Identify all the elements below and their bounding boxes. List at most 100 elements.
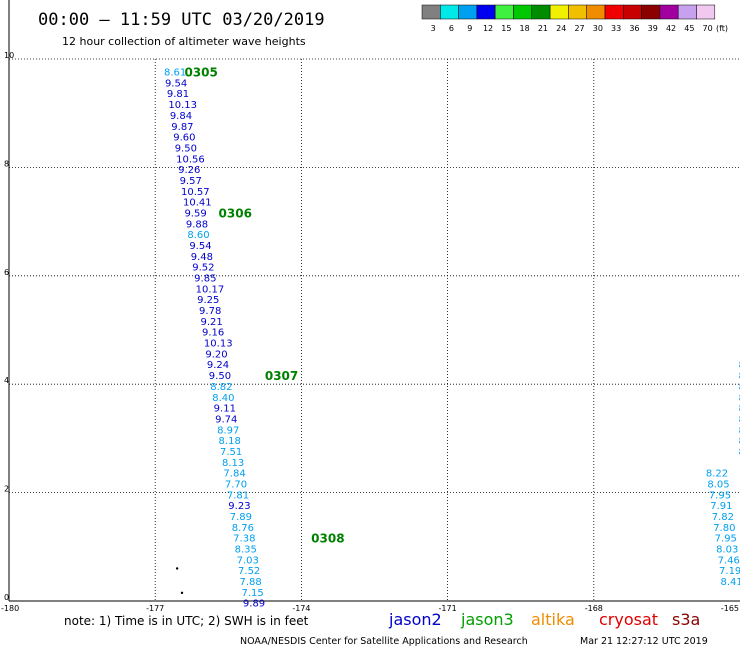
data-label: 7.80 [713,523,735,534]
data-label: 9.23 [228,501,250,512]
legend-swatch [641,4,661,20]
data-label: 7.91 [710,501,732,512]
data-label: 8 [739,382,740,393]
data-label: 9.84 [170,111,192,122]
data-label: 10.13 [204,339,233,350]
data-label: 7.03 [237,555,259,566]
legend-swatch [623,4,642,20]
data-label: 7.89 [230,512,252,523]
legend-label: 21 [538,24,548,33]
data-label: 8.76 [232,523,254,534]
data-label: 8.8 [739,436,740,447]
data-label: 9.60 [173,133,195,144]
data-label: 8.22 [706,469,728,480]
data-label: 10.13 [168,100,197,111]
data-label: 8 [739,393,740,404]
legend-swatch [513,4,533,20]
data-label: 10.57 [181,187,210,198]
data-dot [180,591,184,595]
x-tick-label: -171 [439,604,457,613]
x-tick-label: -180 [1,604,19,613]
x-tick-label: -174 [292,604,310,613]
legend-label: 18 [520,24,530,33]
legend-label: 70 [703,24,713,33]
legend-unit: (ft) [716,24,728,33]
legend-label: 24 [556,24,566,33]
y-tick-label: 0 [4,593,9,602]
data-label: 7.52 [238,566,260,577]
legend-label: 6 [449,24,454,33]
data-label: 8 [739,360,740,371]
y-tick-label: 10 [4,51,14,60]
data-label: 9.20 [205,349,227,360]
legend-swatch [440,4,459,20]
legend-label: 33 [611,24,621,33]
data-label: 9.54 [165,78,187,89]
pass-labels: 0305 0306 0307 0308 [184,66,344,546]
data-dot [175,567,179,570]
data-label: 7.88 [240,577,262,588]
data-label: 7.15 [241,588,263,599]
satellite-cryosat: cryosat [599,610,658,629]
data-label: 10.17 [196,284,225,295]
legend-swatch [494,4,514,20]
legend-label: 3 [431,24,436,33]
data-label: 9.59 [184,208,206,219]
data-label: 8 [739,371,740,382]
data-label: 7.82 [712,512,734,523]
footer-timestamp: Mar 21 12:27:12 UTC 2019 [580,636,708,647]
data-label: 9.24 [207,360,229,371]
pass-label: 0307 [265,369,298,383]
satellite-altika: altika [531,610,575,629]
data-label: 9.16 [202,328,224,339]
legend-swatch [531,4,551,20]
data-label: 9.54 [189,241,211,252]
data-label: 9.11 [214,404,236,415]
legend-swatch [421,4,441,20]
data-label: 9.78 [199,306,221,317]
data-label: 8.82 [210,382,232,393]
tick-labels: -180 -177 -174 -171 -168 -165 0 2 4 6 8 10 [1,51,739,613]
data-label: 8.0 [739,425,740,436]
data-label: 8.3 [739,447,740,458]
data-labels: 8.619.549.8110.139.849.879.609.5010.569.… [164,68,740,610]
data-label: 8.35 [235,545,257,556]
pass-label: 0305 [184,66,217,80]
data-label: 9.89 [243,599,265,610]
data-label: 9.50 [175,143,197,154]
satellite-jason2: jason2 [388,610,442,629]
legend-swatch [696,4,716,20]
data-label: 10.56 [176,154,205,165]
x-tick-label: -165 [721,604,739,613]
data-label: 7.84 [223,469,245,480]
data-label: 8.60 [187,230,209,241]
y-tick-label: 6 [4,268,9,277]
chart-title: 00:00 – 11:59 UTC 03/20/2019 [38,10,325,30]
satellite-jason3: jason3 [460,610,514,629]
data-label: 7.38 [233,534,255,545]
data-label: 9.85 [194,274,216,285]
grid-lines [9,58,740,601]
data-label: 8.03 [716,545,738,556]
data-label: 8.41 [721,577,740,588]
data-label: 7.70 [225,479,247,490]
legend-label: 45 [684,24,694,33]
y-tick-label: 4 [4,376,9,385]
satellite-s3a: s3a [672,610,700,629]
satellite-legend: jason2 jason3 altika cryosat s3a [388,610,700,629]
legend-label: 36 [629,24,639,33]
data-label: 9.74 [215,414,237,425]
data-label: 9.52 [192,263,214,274]
legend-swatch [458,4,478,20]
data-label: 8.97 [217,425,239,436]
legend-label: 42 [666,24,676,33]
footer-note: note: 1) Time is in UTC; 2) SWH is in fe… [64,614,309,628]
data-label: 8.13 [222,458,244,469]
data-label: 8.61 [164,68,186,79]
data-label: 9.26 [178,165,200,176]
legend-swatch [586,4,606,20]
data-label: 7.51 [220,447,242,458]
data-label: 8 [739,404,740,415]
legend-label: 39 [648,24,658,33]
data-label: 9.25 [197,295,219,306]
